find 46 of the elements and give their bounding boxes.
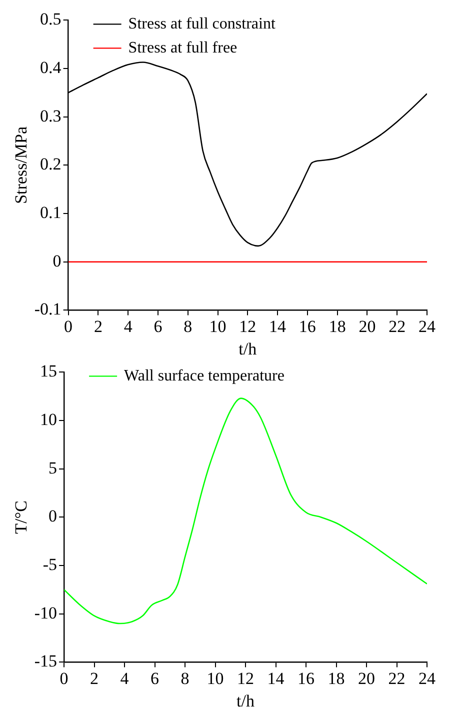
y-axis-title: Stress/MPa: [12, 126, 31, 204]
y-tick-label: 0.2: [40, 154, 62, 174]
y-tick-label: 10: [40, 410, 58, 429]
x-tick-label: 24: [418, 668, 436, 688]
x-tick-label: 22: [388, 316, 406, 336]
legend-label: Stress at full constraint: [128, 15, 276, 32]
x-tick-label: 12: [237, 668, 254, 688]
x-tick-label: 18: [328, 316, 346, 336]
x-tick-label: 4: [120, 668, 130, 688]
y-tick-label: 0.1: [40, 203, 62, 222]
y-tick-label: 0: [48, 506, 58, 526]
x-tick-label: 2: [94, 316, 102, 336]
y-tick-label: -15: [34, 652, 58, 671]
x-tick-label: 6: [150, 668, 160, 688]
y-tick-label: 0.3: [40, 106, 62, 126]
x-tick-label: 2: [90, 668, 99, 688]
y-tick-label: -10: [34, 603, 58, 622]
x-tick-label: 8: [180, 668, 190, 688]
x-axis-title: t/h: [236, 691, 255, 710]
x-tick-label: 20: [358, 668, 376, 688]
y-tick-label: 0: [52, 251, 62, 270]
x-tick-label: 14: [267, 668, 285, 688]
y-tick-label: -0.1: [34, 300, 62, 319]
x-tick-label: 16: [298, 668, 315, 688]
line-series: [64, 398, 427, 624]
x-tick-label: 12: [239, 316, 256, 336]
y-tick-label: 0.4: [40, 58, 62, 77]
x-tick-label: 14: [269, 316, 287, 336]
x-tick-label: 4: [124, 316, 133, 336]
x-tick-label: 10: [206, 668, 224, 688]
y-axis-title: T/°C: [12, 500, 31, 534]
legend-label: Wall surface temperature: [124, 367, 284, 384]
y-tick-label: 15: [40, 362, 58, 381]
y-tick-label: 5: [48, 458, 58, 478]
x-axis-title: t/h: [238, 339, 258, 358]
x-tick-label: 8: [184, 316, 192, 336]
x-tick-label: 10: [209, 316, 226, 336]
x-tick-label: 18: [328, 668, 345, 688]
y-tick-label: 0.5: [40, 10, 62, 29]
x-tick-label: 6: [154, 316, 162, 336]
x-tick-label: 22: [388, 668, 406, 688]
legend-label: Stress at full free: [128, 39, 238, 56]
x-tick-label: 24: [418, 316, 436, 336]
x-tick-label: 16: [298, 316, 316, 336]
x-tick-label: 20: [358, 316, 376, 336]
y-tick-label: -5: [42, 555, 58, 574]
